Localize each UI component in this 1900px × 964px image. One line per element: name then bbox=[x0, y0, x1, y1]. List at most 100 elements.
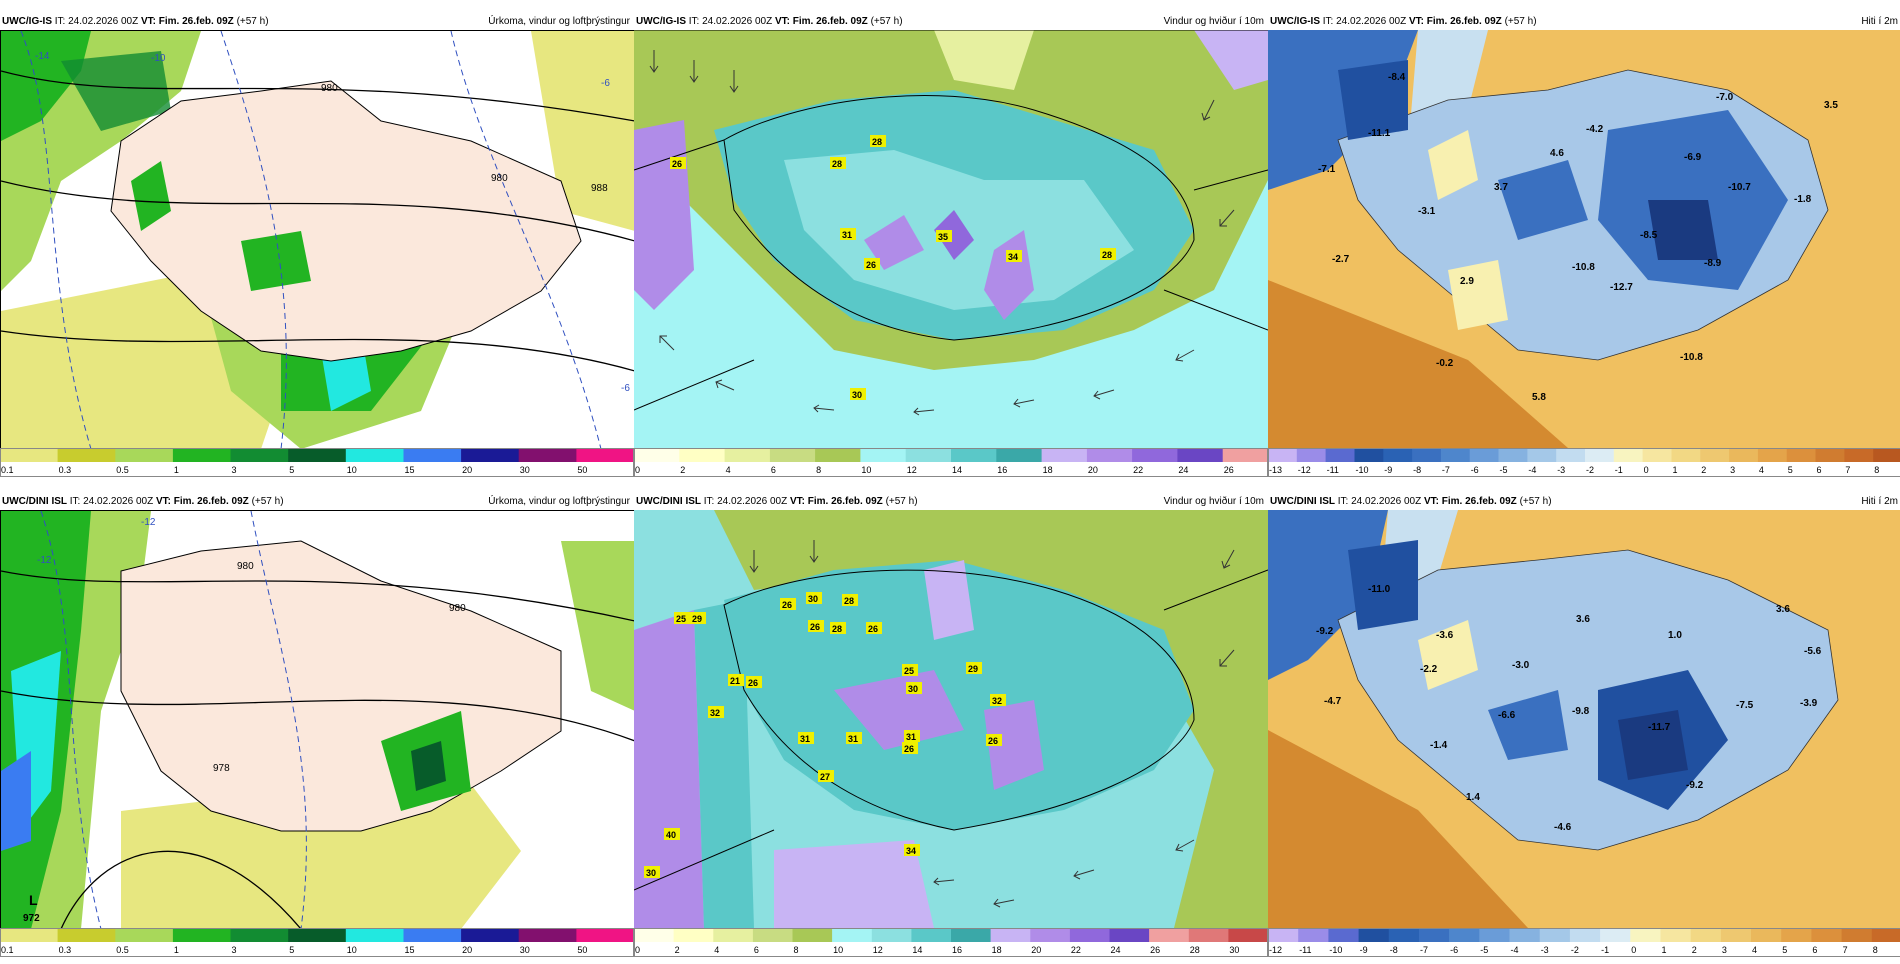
legend-swatch bbox=[1087, 448, 1133, 462]
legend-label: 15 bbox=[405, 465, 415, 475]
legend-swatch bbox=[1811, 928, 1842, 942]
legend-swatch bbox=[1449, 928, 1480, 942]
legend-label: 18 bbox=[992, 945, 1002, 955]
legend-swatch bbox=[1556, 448, 1585, 462]
legend-swatch bbox=[1326, 448, 1355, 462]
vt-label: VT: bbox=[775, 16, 790, 27]
legend-swatch bbox=[404, 928, 462, 942]
legend-swatch bbox=[58, 448, 116, 462]
legend-label: 12 bbox=[873, 945, 883, 955]
map-wind[interactable]: 26 28 28 31 35 26 34 28 30 bbox=[634, 30, 1268, 448]
temp-map-svg bbox=[1268, 30, 1900, 448]
legend-label: -12 bbox=[1298, 465, 1311, 475]
map-precip[interactable]: -12 -12 980 980 978 L 972 bbox=[0, 510, 634, 928]
legend-swatch bbox=[1110, 928, 1150, 942]
legend-label: 10 bbox=[347, 945, 357, 955]
map-precip[interactable]: -14 -10 -6 -6 980 980 988 bbox=[0, 30, 634, 448]
legend-swatch bbox=[1298, 928, 1329, 942]
legend-label: 2 bbox=[1692, 945, 1697, 955]
legend-swatch bbox=[1844, 448, 1873, 462]
legend-label: 22 bbox=[1071, 945, 1081, 955]
legend-label: -4 bbox=[1528, 465, 1536, 475]
vt-label: VT: bbox=[156, 496, 171, 507]
legend-swatch bbox=[1189, 928, 1229, 942]
legend-label: -2 bbox=[1571, 945, 1579, 955]
vt-label: VT: bbox=[141, 16, 156, 27]
legend-label: 3 bbox=[232, 945, 237, 955]
legend-label: -1 bbox=[1615, 465, 1623, 475]
legend-swatch bbox=[1030, 928, 1070, 942]
legend-swatch bbox=[1700, 448, 1729, 462]
legend-swatch bbox=[288, 448, 346, 462]
temp-area-mild bbox=[1448, 260, 1508, 330]
panel-temp-igis: UWC/IG-IS IT: 24.02.2026 00Z VT: Fim. 26… bbox=[1268, 14, 1900, 484]
legend-swatch bbox=[1355, 448, 1384, 462]
legend-label: -13 bbox=[1269, 465, 1282, 475]
legend-swatch bbox=[1268, 928, 1299, 942]
legend-label: 6 bbox=[754, 945, 759, 955]
legend-swatch bbox=[1585, 448, 1614, 462]
it-label: IT: bbox=[689, 16, 700, 27]
legend-label: -6 bbox=[1450, 945, 1458, 955]
legend-swatch bbox=[951, 928, 991, 942]
legend-swatch bbox=[1268, 448, 1297, 462]
legend-swatch bbox=[1328, 928, 1359, 942]
legend-swatch bbox=[832, 928, 872, 942]
legend-swatch bbox=[519, 448, 577, 462]
legend-label: 20 bbox=[1031, 945, 1041, 955]
legend-swatch bbox=[1149, 928, 1189, 942]
legend-label: 20 bbox=[1088, 465, 1098, 475]
legend-label: 4 bbox=[714, 945, 719, 955]
legend-label: 10 bbox=[833, 945, 843, 955]
legend-swatch bbox=[634, 928, 674, 942]
init-time: 24.02.2026 00Z bbox=[702, 16, 772, 27]
init-time: 24.02.2026 00Z bbox=[83, 496, 153, 507]
legend-label: 1 bbox=[174, 945, 179, 955]
legend-label: -5 bbox=[1500, 465, 1508, 475]
map-temp[interactable]: -11.0 -9.2 -3.6 -2.2 3.6 1.0 3.6 -3.0 -5… bbox=[1268, 510, 1900, 928]
legend-swatch bbox=[115, 928, 173, 942]
legend-label: -5 bbox=[1480, 945, 1488, 955]
legend-label: 7 bbox=[1845, 465, 1850, 475]
lead-time: (+57 h) bbox=[252, 496, 284, 507]
it-label: IT: bbox=[1323, 16, 1334, 27]
wind-map-svg bbox=[634, 30, 1268, 448]
legend-swatch bbox=[1527, 448, 1556, 462]
legend-swatch bbox=[1691, 928, 1722, 942]
legend-swatch bbox=[1412, 448, 1441, 462]
legend-swatch bbox=[1479, 928, 1510, 942]
model-name: UWC/IG-IS bbox=[2, 16, 52, 27]
legend-label: -2 bbox=[1586, 465, 1594, 475]
legend-swatch bbox=[1758, 448, 1787, 462]
legend-swatch bbox=[173, 928, 231, 942]
panel-precip-igis: UWC/IG-IS IT: 24.02.2026 00Z VT: Fim. 26… bbox=[0, 14, 634, 484]
legend-swatch bbox=[1070, 928, 1110, 942]
legend-label: 0.1 bbox=[1, 465, 14, 475]
panel-precip-dini: UWC/DINI ISL IT: 24.02.2026 00Z VT: Fim.… bbox=[0, 494, 634, 964]
legend-label: -11 bbox=[1299, 945, 1311, 955]
legend-label: 30 bbox=[520, 945, 530, 955]
legend-label: -8 bbox=[1390, 945, 1398, 955]
legend-label: 4 bbox=[726, 465, 731, 475]
legend-label: 4 bbox=[1752, 945, 1757, 955]
legend-swatch bbox=[1177, 448, 1223, 462]
legend-swatch bbox=[461, 928, 519, 942]
legend-swatch bbox=[1540, 928, 1571, 942]
legend-label: 22 bbox=[1133, 465, 1143, 475]
legend-label: 4 bbox=[1759, 465, 1764, 475]
legend-swatch bbox=[911, 928, 951, 942]
legend-swatch bbox=[1751, 928, 1782, 942]
legend-label: -3 bbox=[1541, 945, 1549, 955]
map-temp[interactable]: -8.4 -11.1 -7.1 -3.1 -2.7 3.7 4.6 -4.2 -… bbox=[1268, 30, 1900, 448]
legend-swatch bbox=[996, 448, 1042, 462]
product-title: Úrkoma, vindur og loftþrýstingur bbox=[488, 494, 630, 510]
legend-swatch bbox=[1042, 448, 1088, 462]
